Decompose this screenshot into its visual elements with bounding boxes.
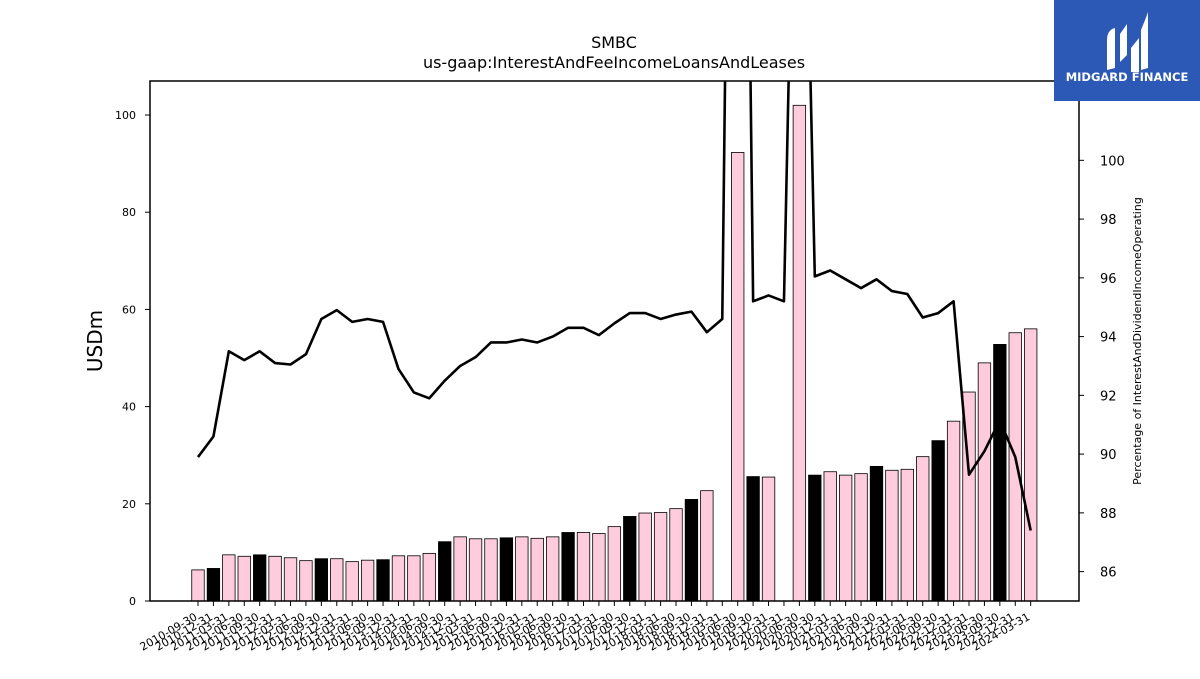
bar	[407, 555, 421, 602]
bar	[576, 532, 591, 602]
chart-subtitle: us-gaap:InterestAndFeeIncomeLoansAndLeas…	[423, 53, 805, 72]
bar	[438, 541, 452, 602]
bar	[1008, 332, 1022, 602]
y-tick-label: 80	[122, 206, 136, 219]
bar	[253, 554, 267, 602]
bar	[453, 536, 467, 602]
bar	[592, 533, 606, 602]
bar	[422, 552, 436, 602]
bar	[993, 343, 1007, 602]
bar	[206, 568, 221, 602]
bar	[515, 536, 529, 602]
bar	[1024, 328, 1038, 602]
bar	[345, 561, 359, 602]
y2-tick-label: 96	[1100, 272, 1117, 287]
bar	[731, 152, 745, 602]
line-series-path	[196, 81, 1032, 531]
bar	[191, 569, 205, 602]
bar	[283, 557, 298, 602]
midgard-finance-logo: MIDGARD FINANCE	[1054, 0, 1200, 101]
y2-tick-label: 88	[1100, 507, 1117, 522]
bar	[499, 537, 514, 602]
chart-title: SMBC	[591, 33, 637, 52]
y-axis-label: USDm	[83, 310, 107, 372]
bar	[468, 538, 483, 602]
line-series	[196, 81, 1032, 531]
bar	[761, 476, 776, 602]
x-axis: 2010-09-302010-12-312011-03-312011-06-30…	[138, 601, 1032, 654]
y2-tick-label: 98	[1100, 213, 1117, 228]
bar	[931, 440, 945, 602]
bar	[299, 560, 313, 602]
y-tick-label: 0	[129, 595, 136, 608]
y2-tick-label: 100	[1100, 154, 1125, 169]
bar	[314, 558, 329, 602]
bar	[669, 508, 683, 602]
bar	[376, 559, 390, 602]
y2-tick-label: 86	[1100, 566, 1117, 581]
y-axis: 0 20 40 60 80 100	[115, 109, 150, 608]
bar	[484, 538, 498, 602]
bar	[237, 555, 251, 602]
y2-tick-label: 94	[1100, 331, 1117, 346]
bar	[222, 554, 236, 602]
y-tick-label: 60	[122, 303, 136, 316]
y2-tick-label: 90	[1100, 448, 1117, 463]
bar	[268, 555, 282, 602]
bar	[869, 465, 884, 602]
bar	[900, 468, 914, 602]
bar	[330, 558, 344, 602]
bar	[561, 532, 575, 602]
bar	[391, 555, 406, 602]
bar	[746, 476, 760, 602]
bar	[684, 499, 699, 602]
y2-tick-label: 92	[1100, 389, 1117, 404]
bar	[808, 474, 822, 602]
bar	[360, 559, 375, 602]
logo-mark-icon	[1107, 12, 1148, 72]
bar	[546, 536, 560, 602]
y-tick-label: 100	[115, 109, 136, 122]
bar	[792, 104, 807, 602]
bar	[977, 362, 992, 602]
y-tick-label: 20	[122, 498, 136, 511]
logo-text: MIDGARD FINANCE	[1066, 70, 1189, 84]
bar	[946, 420, 961, 602]
bar	[607, 526, 621, 602]
bar	[823, 471, 837, 602]
bar-series	[191, 104, 1038, 602]
bar	[700, 490, 714, 602]
bar	[623, 516, 637, 602]
bar	[885, 469, 899, 602]
bar	[653, 512, 668, 602]
y2-axis: 86 88 90 92 94 96 98 100	[1079, 154, 1125, 581]
bar	[838, 474, 853, 602]
bar	[916, 456, 930, 602]
bar	[638, 512, 652, 602]
y-tick-label: 40	[122, 401, 136, 414]
bar	[530, 537, 544, 602]
y2-axis-label: Percentage of InterestAndDividendIncomeO…	[1131, 197, 1144, 485]
bar	[854, 473, 868, 602]
